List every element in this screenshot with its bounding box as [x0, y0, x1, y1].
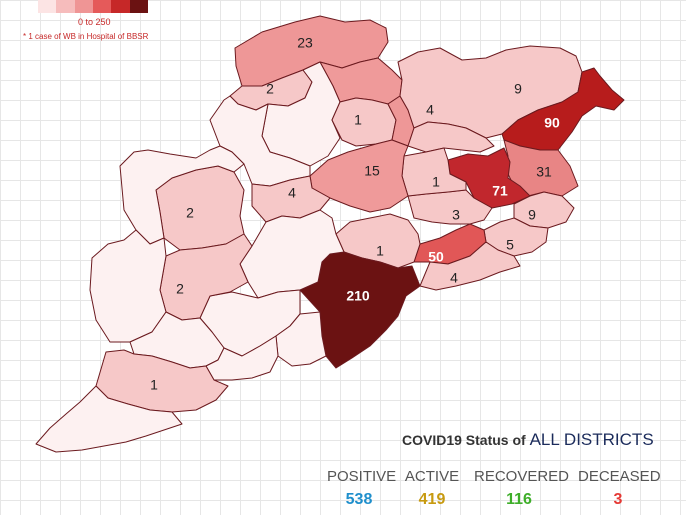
- district-label-d-north-left: 2: [266, 81, 274, 97]
- status-title: COVID19 Status of ALL DISTRICTS: [402, 430, 654, 450]
- status-title-highlight: ALL DISTRICTS: [529, 430, 654, 449]
- stat-positive-value: 538: [345, 491, 373, 508]
- district-label-d-kendrapara: 9: [528, 207, 536, 223]
- district-label-d-balangir: 2: [186, 205, 194, 221]
- district-d-sambalpur-s[interactable]: [251, 175, 331, 223]
- district-d-jajpur[interactable]: [447, 147, 531, 209]
- stat-recovered-label: RECOVERED: [474, 468, 570, 485]
- district-label-d-koraput: 1: [150, 377, 158, 393]
- legend-swatch: [56, 0, 75, 13]
- stat-recovered: RECOVERED 116: [474, 468, 570, 509]
- status-title-prefix: COVID19 Status of: [402, 432, 526, 448]
- legend-range-label: 0 to 250: [78, 17, 111, 27]
- district-label-d-puri: 4: [450, 270, 458, 286]
- district-d-balasore[interactable]: [501, 67, 625, 151]
- district-label-d-dhenkanal: 1: [432, 174, 440, 190]
- stat-deceased: DECEASED 3: [578, 468, 661, 509]
- district-d-puri[interactable]: [419, 241, 521, 291]
- district-d-gajapati[interactable]: [275, 311, 327, 367]
- district-label-d-sambalpur-s: 4: [288, 185, 296, 201]
- district-d-keonjhar[interactable]: [407, 121, 495, 153]
- legend: 0 to 250 * 1 case of WB in Hospital of B…: [23, 0, 148, 41]
- legend-swatch: [129, 0, 148, 13]
- district-label-d-nayagarh: 1: [376, 243, 384, 259]
- district-d-nuapada[interactable]: [89, 229, 167, 343]
- district-label-d-kalahandi: 2: [176, 281, 184, 297]
- stat-active-value: 419: [418, 491, 446, 508]
- stat-positive-label: POSITIVE: [327, 468, 397, 485]
- district-label-d-bhadrak: 31: [536, 164, 552, 180]
- district-d-kendujhar-e[interactable]: [331, 97, 397, 147]
- district-label-d-angul: 15: [364, 163, 380, 179]
- stat-deceased-value: 3: [613, 491, 623, 508]
- district-label-d-balasore: 90: [544, 115, 560, 131]
- stat-deceased-label: DECEASED: [578, 468, 661, 485]
- district-label-d-kendujhar-e: 1: [354, 112, 362, 128]
- district-label-d-khurda: 50: [428, 249, 444, 265]
- district-label-d-ganjam: 210: [346, 288, 370, 304]
- district-label-d-jagatsinghpur: 5: [506, 237, 514, 253]
- legend-swatch: [111, 0, 130, 13]
- stat-active: ACTIVE 419: [404, 468, 460, 509]
- legend-color-scale: [38, 0, 148, 13]
- district-label-d-jajpur: 71: [492, 183, 508, 199]
- district-d-angul[interactable]: [309, 139, 409, 213]
- stat-active-label: ACTIVE: [404, 468, 460, 485]
- legend-footnote: * 1 case of WB in Hospital of BBSR: [23, 32, 149, 41]
- district-label-d-north-top: 23: [297, 35, 313, 51]
- legend-swatch: [38, 0, 57, 13]
- district-label-d-cuttack: 3: [452, 207, 460, 223]
- legend-swatch: [74, 0, 93, 13]
- legend-swatch: [92, 0, 112, 13]
- stat-recovered-value: 116: [506, 491, 532, 508]
- district-label-d-mayurbhanj: 9: [514, 81, 522, 97]
- district-d-malkangiri[interactable]: [35, 385, 183, 453]
- district-label-d-keonjhar: 4: [426, 102, 434, 118]
- district-d-nabarangpur[interactable]: [205, 335, 279, 381]
- stat-positive: POSITIVE 538: [327, 468, 397, 509]
